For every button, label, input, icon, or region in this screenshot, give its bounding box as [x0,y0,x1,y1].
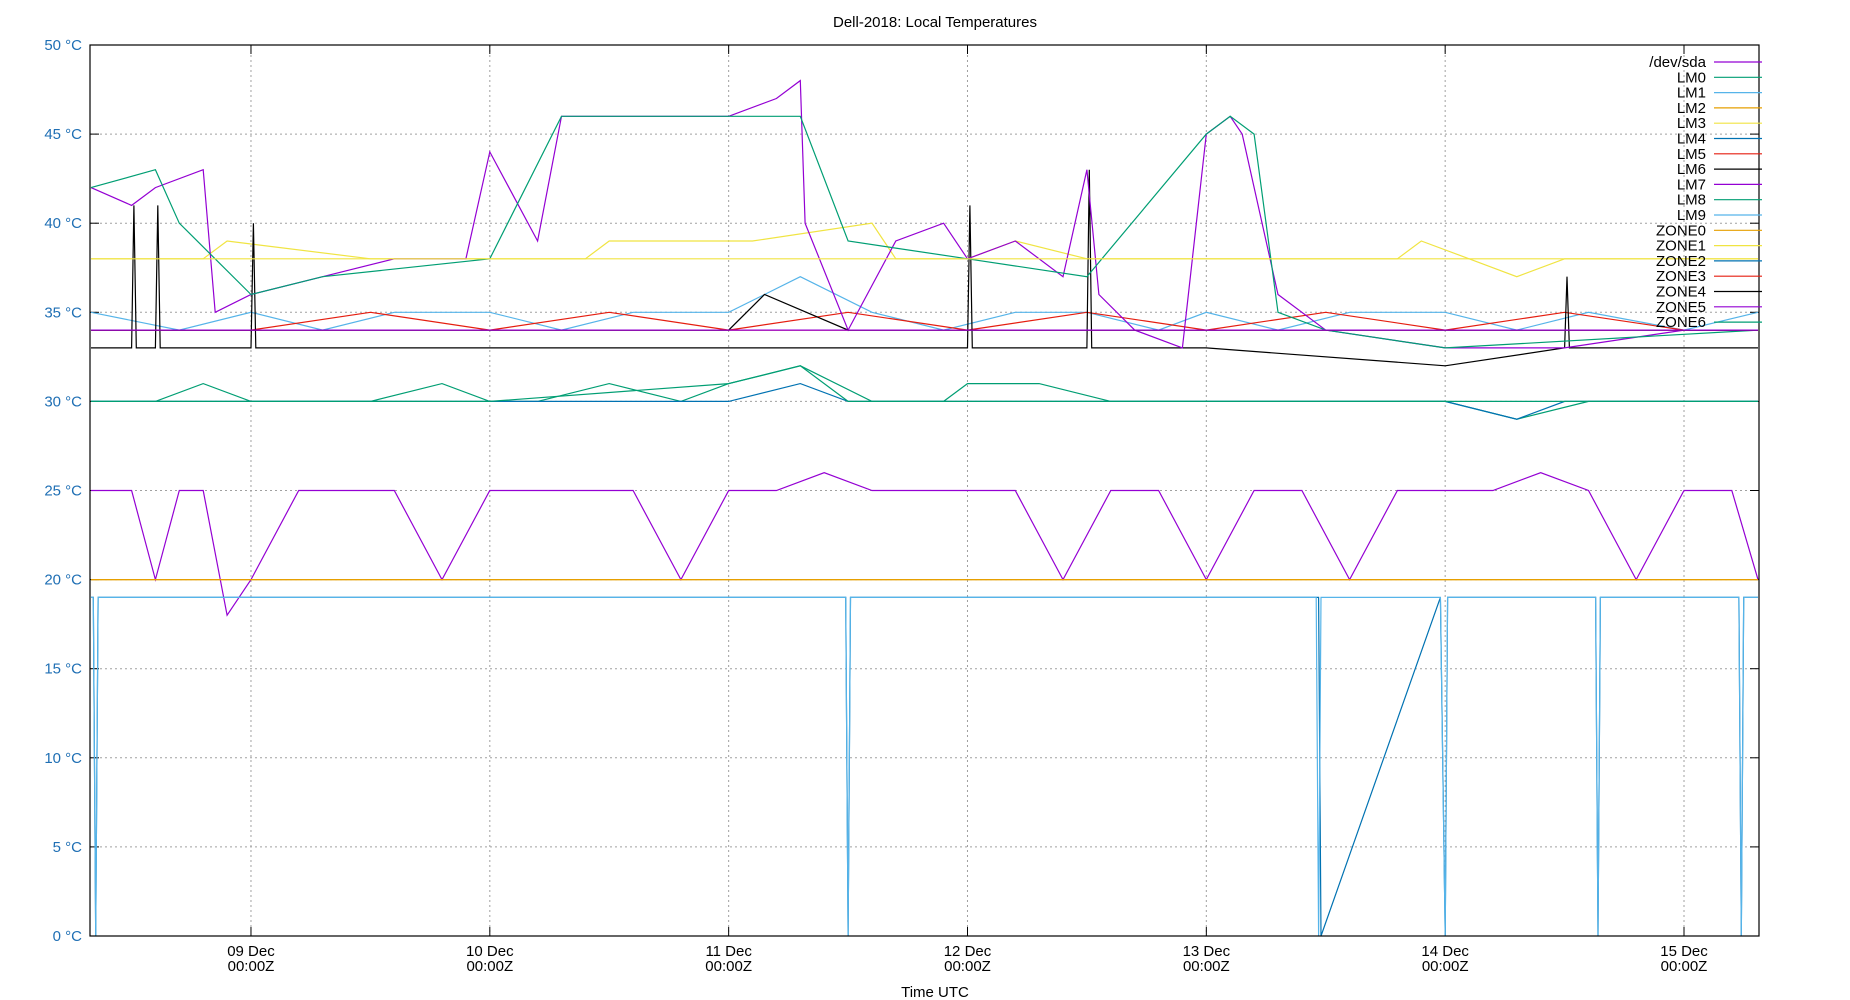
legend-label: LM3 [1677,115,1706,132]
legend: /dev/sdaLM0LM1LM2LM3LM4LM5LM6LM7LM8LM9ZO… [1649,54,1762,331]
series-line-lm9 [91,596,1758,937]
series-line-lm1 [90,276,1759,331]
x-tick-label-time: 00:00Z [944,958,991,975]
x-tick-label-date: 11 Dec [705,943,752,960]
legend-label: LM1 [1677,85,1706,102]
x-axis-label: Time UTC [901,984,969,1000]
legend-label: LM9 [1677,207,1706,224]
x-tick-label-time: 00:00Z [228,958,275,975]
y-tick-label: 35 °C [44,304,82,321]
x-tick-label-date: 12 Dec [944,943,992,960]
legend-label: ZONE6 [1656,314,1706,331]
series-line-lm3 [91,222,1758,278]
x-tick-label-time: 00:00Z [705,958,752,975]
series-line-zone6 [91,365,1758,402]
legend-label: LM2 [1677,100,1706,117]
legend-label: ZONE4 [1656,284,1706,301]
series-line-lm8 [90,115,1759,349]
series-line-lm4 [91,596,1758,937]
legend-label: ZONE5 [1656,299,1706,316]
plot-frame [89,44,1760,937]
y-axis-ticks: 0 °C 5 °C 10 °C 15 °C 20 °C 25 °C 30 °C 35 °C 40… [44,37,1759,945]
legend-label: LM6 [1677,161,1706,178]
x-tick-label-time: 00:00Z [1183,958,1230,975]
legend-label: ZONE1 [1656,238,1706,255]
x-tick-label-date: 15 Dec [1660,943,1708,960]
x-tick-label-time: 00:00Z [1422,958,1469,975]
legend-label: /dev/sda [1649,54,1706,71]
y-tick-label: 30 °C [44,393,82,410]
legend-label: LM0 [1677,69,1706,86]
y-tick-label: 25 °C [44,483,82,500]
y-tick-label: 40 °C [44,215,82,232]
legend-label: LM4 [1677,131,1706,148]
legend-label: ZONE3 [1656,268,1706,285]
x-tick-label-date: 10 Dec [466,943,514,960]
y-tick-label: 50 °C [44,37,82,54]
series-line-dev-sda [91,472,1759,617]
legend-label: ZONE0 [1656,222,1706,239]
x-tick-label-date: 09 Dec [227,943,275,960]
y-tick-label: 15 °C [44,661,82,678]
y-tick-label: 10 °C [44,750,82,767]
plot-series [90,79,1759,937]
legend-label: ZONE2 [1656,253,1706,270]
series-line-lm6 [91,169,1758,367]
legend-label: LM5 [1677,146,1706,163]
y-tick-label: 20 °C [44,572,82,589]
legend-label: LM8 [1677,192,1706,209]
y-tick-label: 45 °C [44,126,82,143]
x-tick-label-time: 00:00Z [1661,958,1708,975]
x-tick-label-time: 00:00Z [466,958,513,975]
x-tick-label-date: 13 Dec [1183,943,1231,960]
x-tick-label-date: 14 Dec [1421,943,1469,960]
y-tick-label: 0 °C [53,928,83,945]
legend-label: LM7 [1677,176,1706,193]
series-line-lm0 [91,365,1758,420]
chart-title: Dell-2018: Local Temperatures [833,14,1037,31]
y-tick-label: 5 °C [53,839,83,856]
series-line-lm7 [90,79,1758,349]
